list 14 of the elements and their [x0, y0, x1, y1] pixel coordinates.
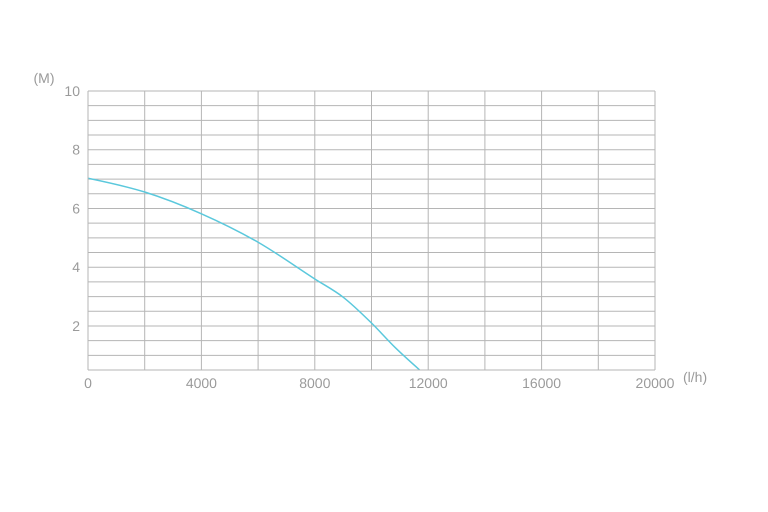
x-tick-label: 20000	[636, 374, 675, 391]
y-tick-label: 2	[72, 318, 80, 334]
x-tick-label: 4000	[186, 374, 218, 391]
y-tick-label: 10	[64, 82, 80, 99]
x-tick-label: 0	[84, 374, 92, 391]
y-tick-label: 6	[72, 200, 80, 216]
x-tick-label: 16000	[522, 374, 562, 391]
y-axis-title: (M)	[34, 70, 54, 86]
x-tick-label: 12000	[408, 374, 448, 391]
y-tick-label: 4	[72, 259, 80, 276]
line-series	[88, 177, 420, 370]
y-tick-label: 8	[72, 142, 80, 158]
x-axis-title: (l/h)	[683, 368, 708, 385]
x-tick-label: 8000	[299, 374, 331, 391]
